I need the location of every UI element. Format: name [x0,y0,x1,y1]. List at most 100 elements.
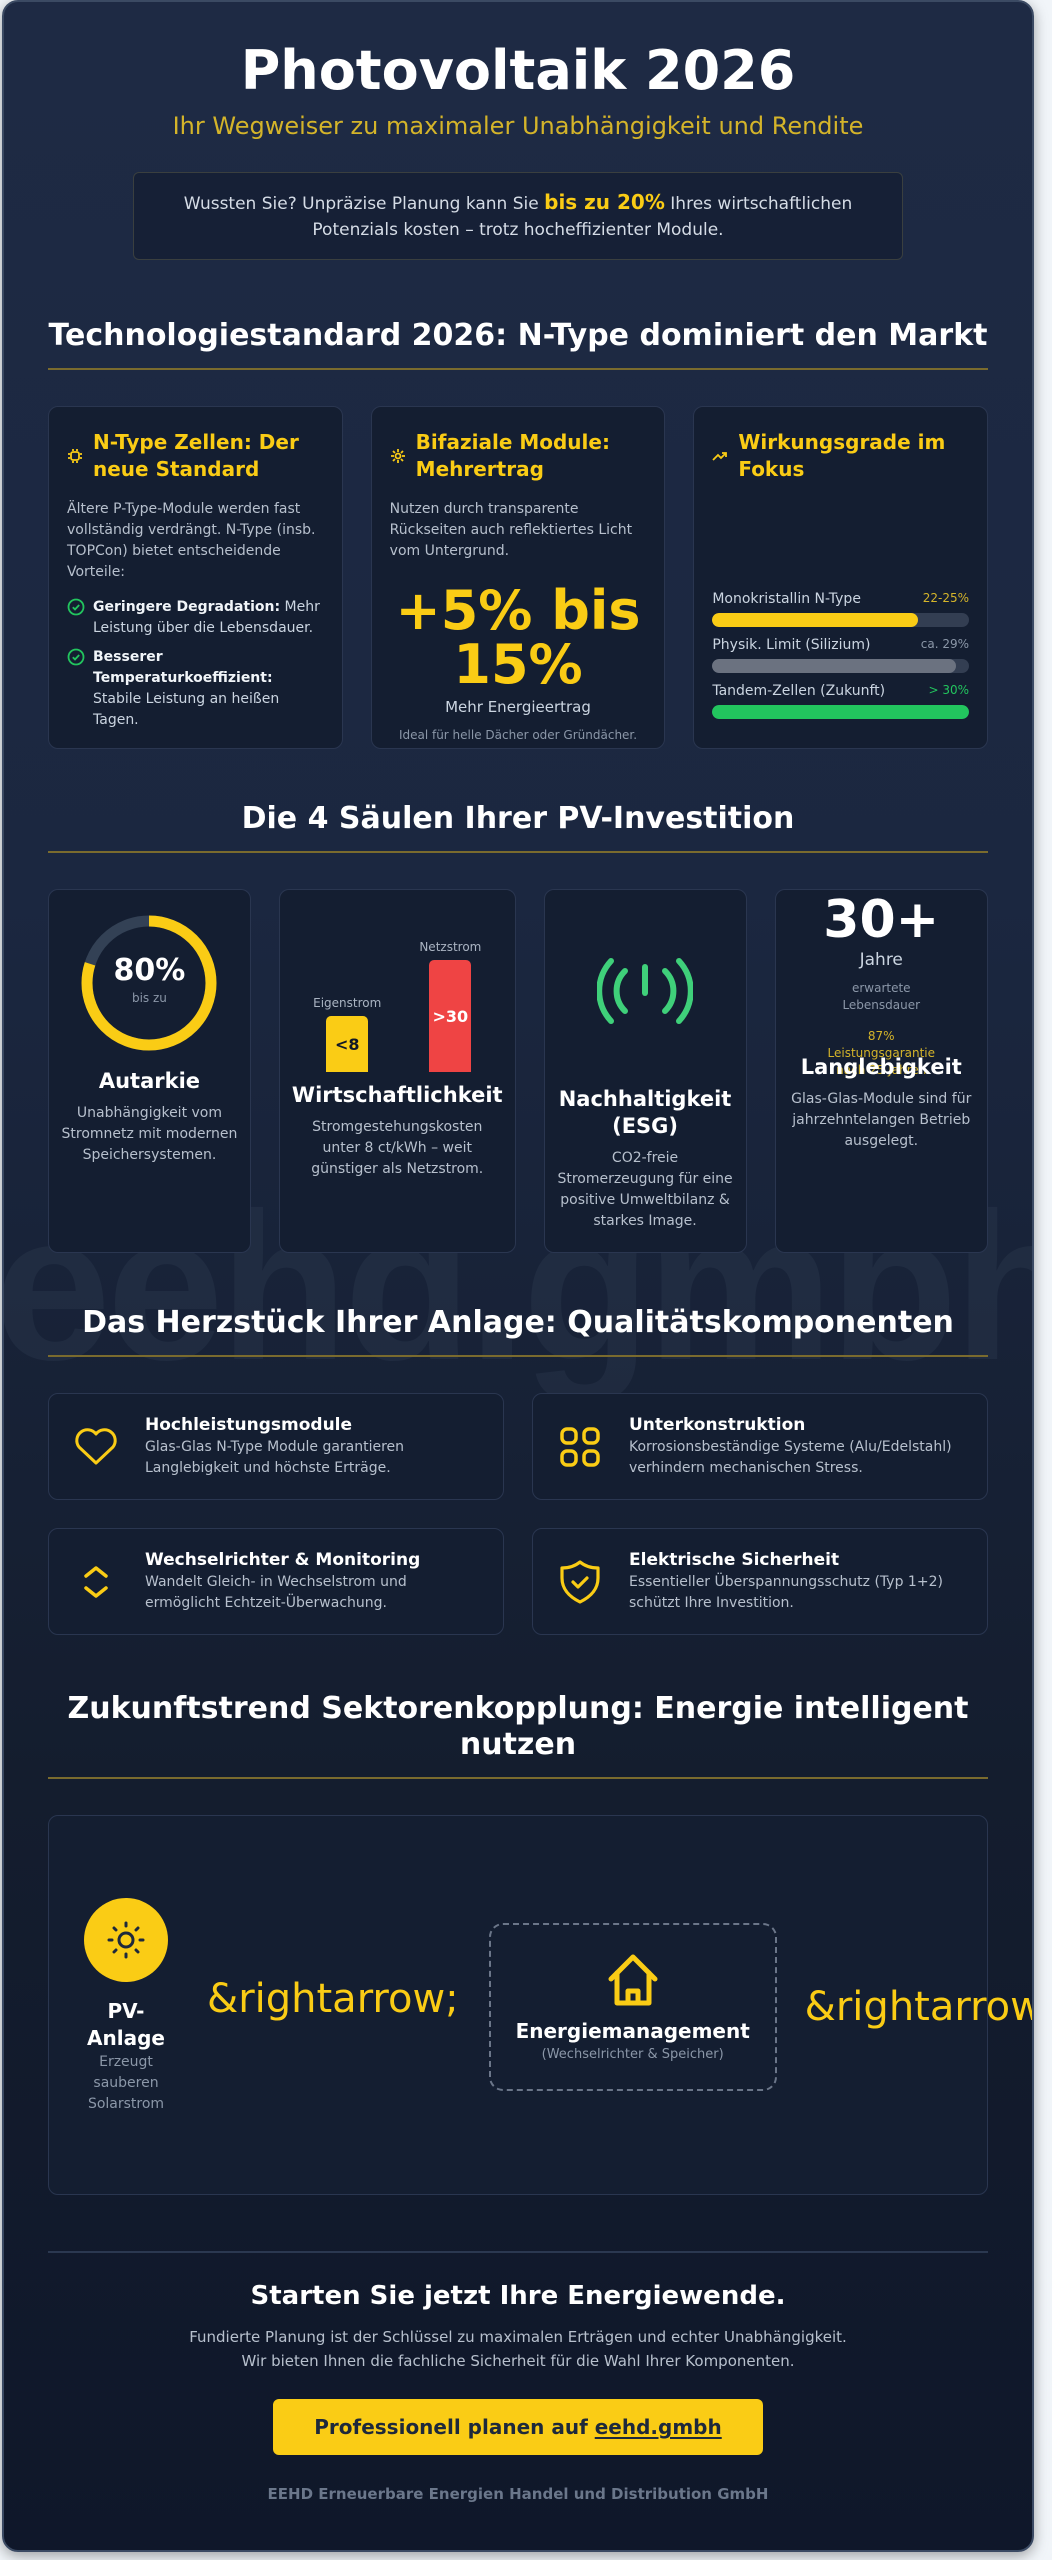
cost-comparison-chart: Eigenstrom <8 Netzstrom >30 [292,910,503,1072]
efficiency-bar-track [712,705,970,719]
cost-bar-value: >30 [429,960,472,1072]
tech-card-text: Nutzen durch transparente Rückseiten auc… [389,501,633,559]
advantage-title: Besserer Temperaturkoeffizient: [93,649,273,686]
tech-card-title: N-Type Zellen: Der neue Standard [93,430,299,481]
pillar-title: Autarkie [98,1069,201,1093]
efficiency-row: Physik. Limit (Silizium) ca. 29% [712,637,970,673]
lifetime-caption: erwartete Lebensdauer [842,981,921,1012]
component-cards: Hochleistungsmodule Glas-Glas N-Type Modu… [48,1393,988,1635]
pv-node: PV-Anlage Erzeugt sauberen Solarstrom [71,1898,181,2115]
yield-gain-stat: +5% bis 15% [395,579,641,696]
efficiency-bar-fill [712,659,957,673]
chevron-up-down-icon [73,1559,119,1605]
flow-arrow: &rightarrow; [207,1975,459,2022]
plan-professionally-button[interactable]: Professionell planen auf eehd.gmbh [273,2399,763,2455]
pillar-text: CO2-freie Stromerzeugung für eine positi… [557,1150,733,1229]
grid-squares-icon [557,1424,603,1470]
technology-section: Technologiestandard 2026: N-Type dominie… [48,318,989,749]
pv-title: PV-Anlage [87,1999,165,2050]
efficiency-value: ca. 29% [920,637,970,651]
pillar-card-sustainability: Nachhaltigkeit (ESG) CO2-freie Stromerze… [543,889,747,1253]
pillar-card-longevity: 30+ Jahre erwartete Lebensdauer 87% Leis… [774,889,988,1253]
section-divider [48,1777,988,1779]
efficiency-row: Monokristallin N-Type 22-25% [712,591,970,627]
tech-card-efficiency: Wirkungsgrade im Fokus Monokristallin N-… [693,406,989,749]
tech-card-text: Ältere P-Type-Module werden fast vollstä… [67,501,316,580]
page-title: Photovoltaik 2026 [240,39,796,102]
cta-text: Fundierte Planung ist der Schlüssel zu m… [48,2325,988,2373]
pillar-card-autarky: 80% bis zu Autarkie Unabhängigkeit vom S… [48,889,251,1253]
cta-line-2: Wir bieten Ihnen die fachliche Sicherhei… [241,2352,795,2370]
technology-cards: N-Type Zellen: Der neue Standard Ältere … [48,406,989,749]
efficiency-label: Monokristallin N-Type [712,591,861,607]
yield-gain-caption: Mehr Energieertrag [445,698,591,716]
pillar-title: Nachhaltigkeit (ESG) [558,1087,732,1138]
em-subtitle: (Wechselrichter & Speicher) [541,2046,724,2062]
sun-burst-icon [390,448,406,464]
footer-company: EEHD Erneuerbare Energien Handel und Dis… [267,2485,769,2503]
tech-card-ntype: N-Type Zellen: Der neue Standard Ältere … [48,406,343,749]
section-title-pillars: Die 4 Säulen Ihrer PV-Investition [241,801,795,836]
pillar-text: Unabhängigkeit vom Stromnetz mit moderne… [61,1105,238,1163]
info-callout: Wussten Sie? Unpräzise Planung kann Sie … [133,172,903,260]
flow-arrow: &rightarrow; [804,1983,1034,2030]
cpu-chip-icon [67,448,83,464]
warranty-note: 87% Leistungsgarantie nach 25 Jahren [827,1029,936,1077]
pillars-section: Die 4 Säulen Ihrer PV-Investition 80% bi… [48,801,988,1253]
shield-check-icon [557,1559,603,1605]
cta-divider [48,2251,988,2253]
button-label: Professionell planen auf [314,2415,595,2439]
lifetime-number: 30+ [823,890,940,950]
components-section: Das Herzstück Ihrer Anlage: Qualitätskom… [48,1305,988,1635]
autarky-ring-chart: 80% bis zu [79,913,219,1053]
efficiency-bar-fill [712,705,970,719]
efficiency-value: 22-25% [922,591,970,605]
heart-icon [73,1424,119,1470]
efficiency-bar-fill [712,613,918,627]
component-card-safety: Elektrische Sicherheit Essentieller Übers… [532,1528,988,1635]
section-title-components: Das Herzstück Ihrer Anlage: Qualitätskom… [82,1305,954,1340]
broadcast-power-icon [557,910,734,1072]
section-title-technology: Technologiestandard 2026: N-Type dominie… [48,318,988,353]
cost-bar-label: Netzstrom [419,940,482,954]
efficiency-value: > 30% [928,683,970,697]
component-title: Elektrische Sicherheit [629,1549,840,1570]
callout-text-before: Wussten Sie? Unpräzise Planung kann Sie [183,194,545,214]
component-title: Unterkonstruktion [629,1414,806,1435]
section-divider [48,851,988,853]
lifetime-unit: Jahre [859,950,903,970]
yield-gain-note: Ideal für helle Dächer oder Gründächer. [398,728,638,742]
sun-icon [84,1898,168,1982]
list-item: Geringere Degradation: Mehr Leistung übe… [67,597,324,639]
component-card-modules: Hochleistungsmodule Glas-Glas N-Type Modu… [48,1393,504,1500]
check-circle-icon [67,598,85,616]
efficiency-bar-track [712,613,970,627]
advantage-text: Mehr Leistung über die Lebensdauer. [93,599,320,636]
component-card-mounting: Unterkonstruktion Korrosionsbeständige Sy… [532,1393,988,1500]
pillar-title: Langlebigkeit [800,1055,962,1079]
sector-coupling-section: Zukunftstrend Sektorenkopplung: Energie … [48,1691,1032,2195]
tech-card-bifacial: Bifaziale Module: Mehrertrag Nutzen durc… [370,406,666,749]
efficiency-bars: Monokristallin N-Type 22-25% Physik. Limi… [712,591,970,719]
ring-value: 80% [113,953,186,988]
home-icon [605,1954,661,2013]
page-content: Photovoltaik 2026 Ihr Wegweiser zu maxim… [4,40,1032,2503]
cost-bar-own: Eigenstrom <8 [313,996,381,1072]
eehd-link[interactable]: eehd.gmbh [594,2415,722,2439]
section-divider [48,368,988,370]
callout-highlight: bis zu 20% [544,190,665,214]
pillar-text: Glas-Glas-Module sind für jahrzehntelang… [791,1091,972,1149]
pillar-cards: 80% bis zu Autarkie Unabhängigkeit vom S… [48,889,988,1253]
efficiency-label: Tandem-Zellen (Zukunft) [712,683,886,699]
cost-bar-grid: Netzstrom >30 [419,940,481,1072]
trending-up-icon [712,448,728,464]
check-circle-icon [67,648,85,666]
pillar-text: Stromgestehungskosten unter 8 ct/kWh – w… [311,1119,484,1177]
efficiency-row: Tandem-Zellen (Zukunft) > 30% [712,683,970,719]
list-item: Besserer Temperaturkoeffizient: Stabile … [67,647,324,731]
flow-row: PV-Anlage Erzeugt sauberen Solarstrom &r… [49,1894,1034,2119]
em-title: Energiemanagement [515,2018,750,2043]
advantages-list: Geringere Degradation: Mehr Leistung übe… [67,597,324,731]
energy-management-node: Energiemanagement (Wechselrichter & Spei… [488,1922,777,2091]
efficiency-label: Physik. Limit (Silizium) [712,637,871,653]
